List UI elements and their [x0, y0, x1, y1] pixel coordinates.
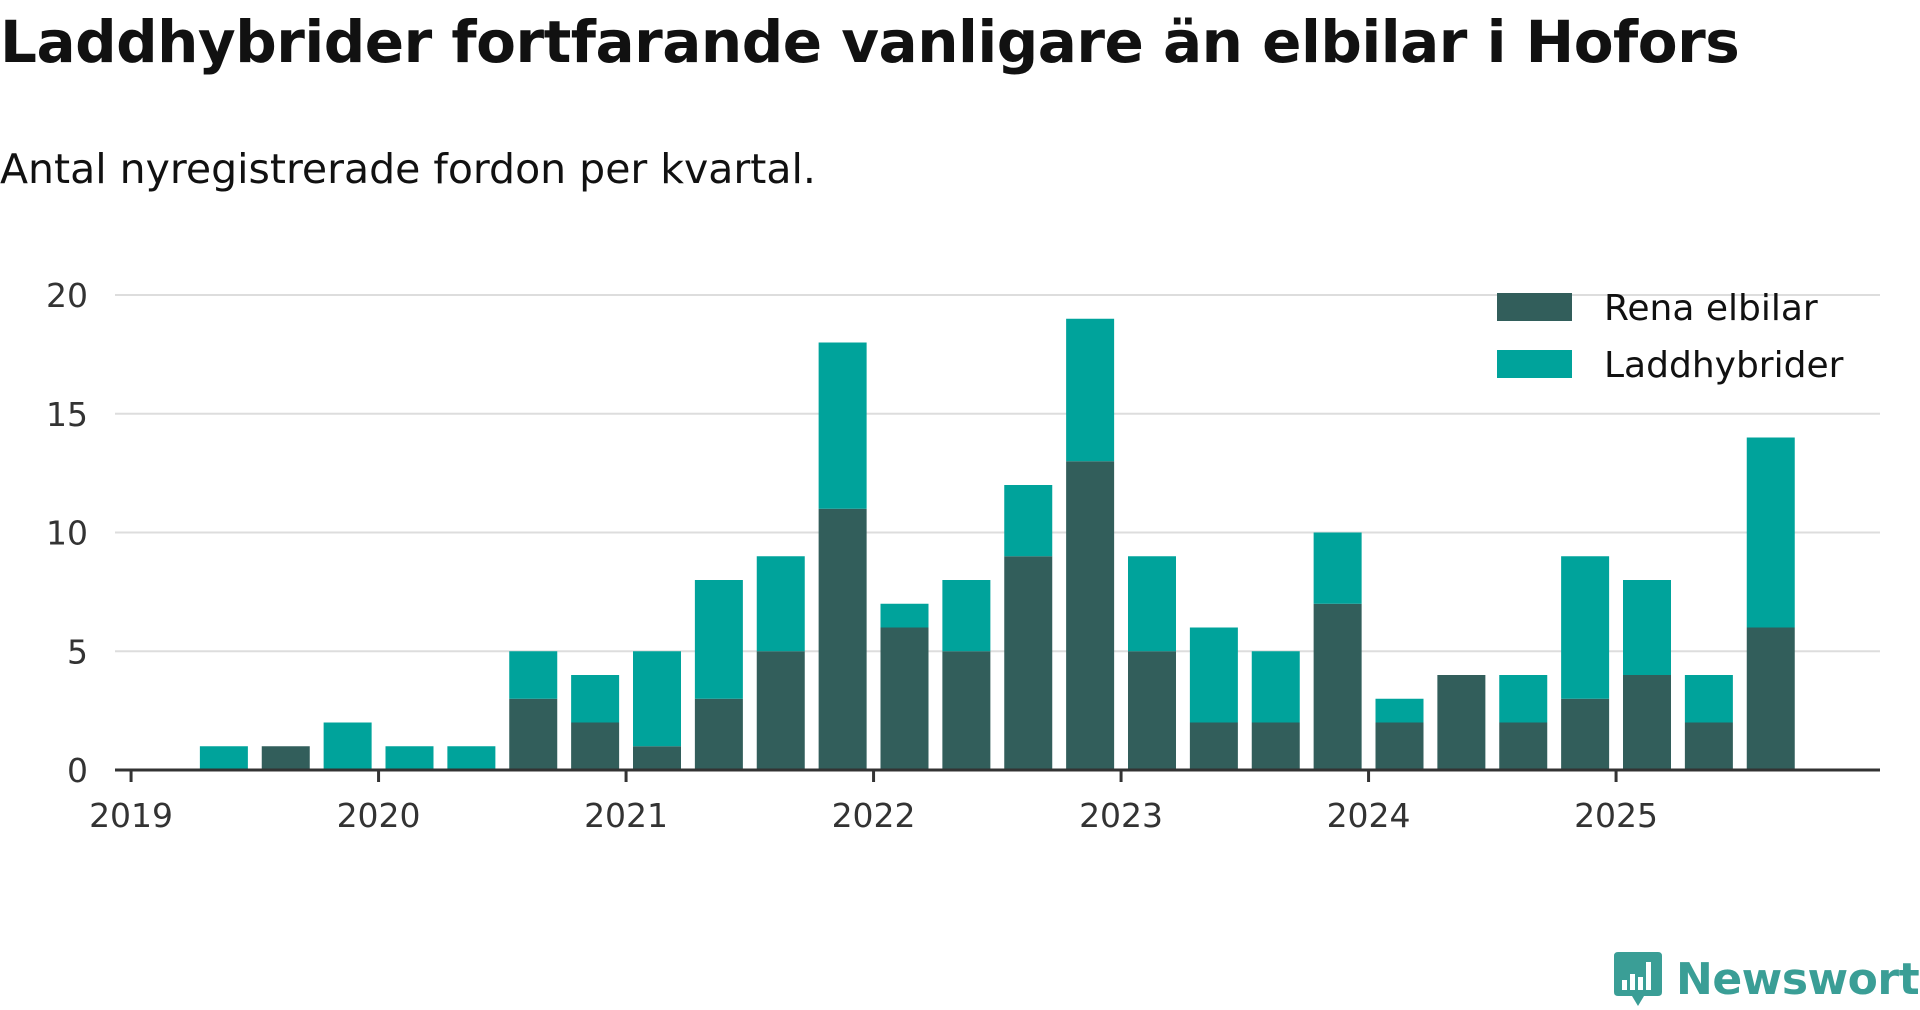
bar-rena-elbilar [756, 651, 805, 770]
y-tick-label: 5 [67, 632, 88, 671]
bar-rena-elbilar [1437, 675, 1486, 770]
y-axis-tick-labels: 0 5 10 15 20 [46, 276, 88, 790]
bar-laddhybrider [756, 556, 805, 652]
bar-rena-elbilar [1746, 627, 1795, 770]
bar-laddhybrider [1189, 627, 1238, 723]
x-tick-label: 2023 [1079, 796, 1163, 835]
bar-rena-elbilar [1128, 651, 1176, 770]
bar-laddhybrider [880, 603, 929, 628]
bar-laddhybrider [1561, 556, 1610, 699]
bar-laddhybrider [633, 651, 681, 747]
bar-laddhybrider [694, 580, 743, 699]
chart-subtitle: Antal nyregistrerade fordon per kvartal. [0, 145, 816, 193]
bar-laddhybrider [1375, 698, 1424, 723]
y-tick-label: 0 [67, 751, 88, 790]
bar-laddhybrider [1066, 318, 1115, 462]
bar-rena-elbilar [1189, 722, 1238, 770]
bar-rena-elbilar [261, 746, 310, 770]
legend-label: Rena elbilar [1604, 288, 1818, 329]
bar-laddhybrider [199, 746, 248, 770]
x-tick-label: 2025 [1574, 796, 1658, 835]
newsworthy-logo: Newsworthy [1612, 948, 1920, 1010]
bar-laddhybrider [1004, 485, 1053, 557]
bar-rena-elbilar [571, 722, 620, 770]
y-tick-label: 20 [46, 276, 88, 315]
bar-laddhybrider [571, 675, 620, 723]
bar-laddhybrider [1313, 532, 1362, 604]
bar-laddhybrider [818, 342, 867, 509]
bar-laddhybrider [385, 746, 434, 770]
bar-rena-elbilar [880, 627, 929, 770]
legend-swatch [1497, 293, 1572, 321]
bar-rena-elbilar [1561, 698, 1610, 770]
x-tick-label: 2021 [584, 796, 668, 835]
x-tick-label: 2024 [1327, 796, 1411, 835]
bar-rena-elbilar [942, 651, 991, 770]
bar-rena-elbilar [1066, 461, 1115, 770]
bar-laddhybrider [1623, 580, 1671, 675]
bar-laddhybrider [323, 722, 372, 770]
x-tick-label: 2022 [832, 796, 916, 835]
bar-rena-elbilar [1004, 556, 1053, 770]
y-tick-label: 10 [46, 514, 88, 553]
bar-rena-elbilar [818, 508, 867, 770]
legend: Rena elbilar Laddhybrider [1497, 288, 1844, 386]
x-tick-label: 2019 [89, 796, 173, 835]
bar-laddhybrider [1499, 675, 1548, 723]
bar-rena-elbilar [1684, 722, 1733, 770]
bar-chart-speech-bubble-icon [1614, 952, 1662, 1006]
bar-laddhybrider [1684, 675, 1733, 723]
bar-rena-elbilar [509, 698, 558, 770]
bar-rena-elbilar [1499, 722, 1548, 770]
legend-swatch [1497, 350, 1572, 378]
bar-laddhybrider [1746, 437, 1795, 628]
legend-label: Laddhybrider [1604, 345, 1844, 386]
bar-laddhybrider [447, 746, 496, 770]
bar-laddhybrider [942, 580, 991, 652]
x-axis: 2019 2020 2021 2022 2023 2024 2025 [89, 768, 1880, 835]
bar-laddhybrider [509, 651, 558, 699]
bar-rena-elbilar [633, 746, 681, 770]
bars [199, 318, 1795, 770]
bar-rena-elbilar [1375, 722, 1424, 770]
bar-rena-elbilar [1313, 603, 1362, 770]
bar-laddhybrider [1251, 651, 1300, 723]
bar-laddhybrider [1128, 556, 1176, 652]
y-tick-label: 15 [46, 395, 88, 434]
chart-title: Laddhybrider fortfarande vanligare än el… [0, 8, 1740, 76]
bar-rena-elbilar [1623, 675, 1671, 770]
x-tick-label: 2020 [337, 796, 421, 835]
bar-rena-elbilar [694, 698, 743, 770]
bar-rena-elbilar [1251, 722, 1300, 770]
brand-name: Newsworthy [1676, 953, 1920, 1005]
